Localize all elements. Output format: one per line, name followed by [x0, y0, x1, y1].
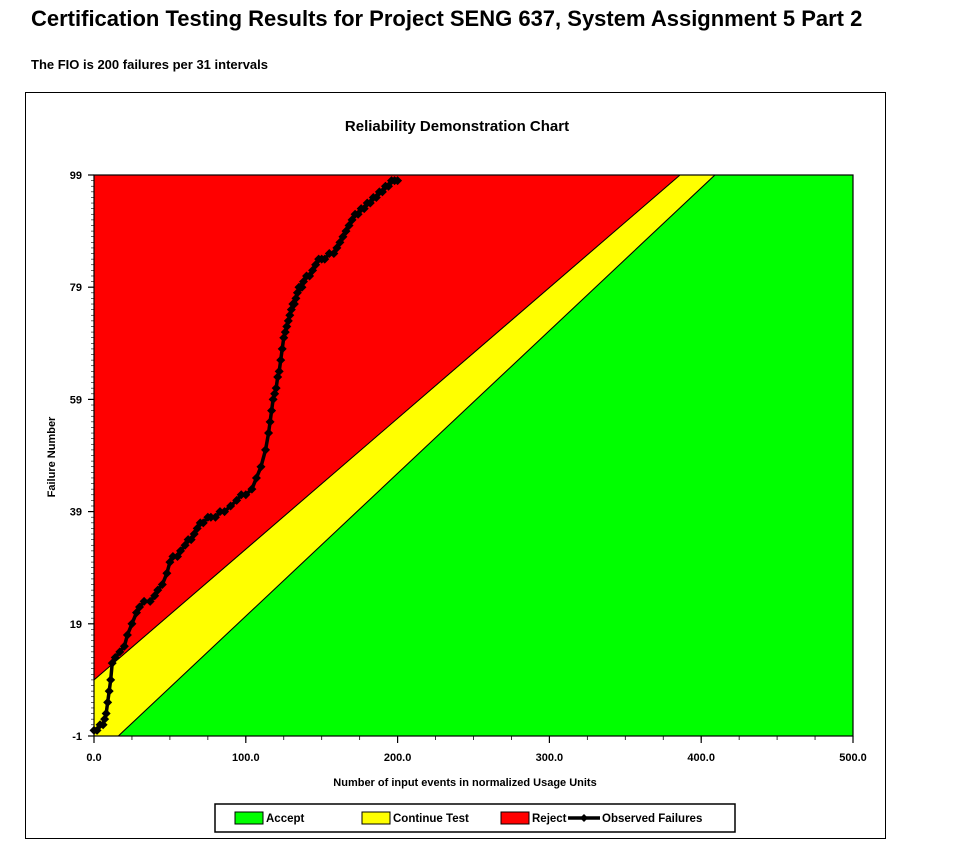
- page-title: Certification Testing Results for Projec…: [31, 6, 863, 31]
- y-tick-label: 39: [70, 507, 82, 519]
- observed-failure-point: [271, 383, 281, 393]
- legend-label: Accept: [266, 813, 305, 825]
- y-tick-label: 99: [70, 170, 82, 182]
- observed-failure-point: [264, 428, 274, 438]
- observed-failure-point: [157, 580, 167, 590]
- observed-failure-point: [226, 501, 236, 511]
- observed-failure-point: [176, 546, 186, 556]
- observed-failure-point: [198, 518, 208, 528]
- y-axis-label: Failure Number: [46, 416, 58, 497]
- legend-label: Continue Test: [393, 813, 469, 825]
- observed-failure-point: [256, 462, 266, 472]
- observed-failure-point: [153, 585, 163, 595]
- observed-failure-point: [274, 366, 284, 376]
- observed-failure-point: [145, 596, 155, 606]
- observed-failure-point: [135, 602, 145, 612]
- observed-failure-point: [265, 417, 275, 427]
- x-tick-label: 500.0: [839, 752, 867, 764]
- legend-swatch-accept: [234, 811, 264, 825]
- observed-failure-point: [267, 406, 277, 416]
- axes-layer: -1 19 39 59 79 99 0.0 100.0 200.0 300.0 400.0 500.0: [70, 170, 867, 764]
- observed-failure-point: [106, 675, 116, 685]
- observed-failure-point: [324, 249, 334, 259]
- observed-failure-point: [101, 709, 111, 719]
- y-tick-label: 19: [70, 619, 82, 631]
- legend-swatch-reject: [500, 811, 530, 825]
- x-tick-label: 200.0: [384, 752, 412, 764]
- legend-marker-icon: [580, 814, 588, 822]
- observed-failure-point: [393, 176, 403, 186]
- observed-failure-point: [115, 647, 125, 657]
- observed-failure-point: [276, 355, 286, 365]
- x-tick-label: 0.0: [86, 752, 101, 764]
- observed-failure-point: [110, 652, 120, 662]
- observed-failure-point: [162, 568, 172, 578]
- y-tick-label: 79: [70, 282, 82, 294]
- observed-failure-point: [103, 697, 113, 707]
- observed-failure-point: [320, 254, 330, 264]
- observed-failure-point: [127, 619, 137, 629]
- observed-failure-point: [251, 473, 261, 483]
- observed-failure-point: [215, 507, 225, 517]
- x-axis-label: Number of input events in normalized Usa…: [333, 777, 596, 789]
- observed-failure-point: [241, 490, 251, 500]
- observed-failure-point: [220, 507, 230, 517]
- observed-failure-point: [236, 490, 246, 500]
- observed-failure-point: [232, 495, 242, 505]
- legend-label: Reject: [532, 813, 567, 825]
- observed-failure-point: [210, 512, 220, 522]
- observed-failure-point: [122, 630, 132, 640]
- observed-failure-point: [168, 551, 178, 561]
- observed-failure-point: [247, 484, 257, 494]
- x-tick-label: 400.0: [687, 752, 715, 764]
- observed-failure-point: [119, 641, 129, 651]
- observed-failure-point: [139, 596, 149, 606]
- legend: Accept Continue Test Reject Observed Failur…: [214, 803, 736, 833]
- y-tick-label: 59: [70, 394, 82, 406]
- x-tick-label: 100.0: [232, 752, 260, 764]
- x-tick-label: 300.0: [536, 752, 564, 764]
- legend-box: [214, 803, 736, 833]
- observed-failure-point: [206, 512, 216, 522]
- regions-layer: [93, 174, 854, 737]
- series-layer: [89, 176, 403, 735]
- chart-title: Reliability Demonstration Chart: [345, 118, 569, 135]
- legend-swatch-continue-test: [361, 811, 391, 825]
- legend-label: Observed Failures: [602, 813, 702, 825]
- page-subtitle: The FIO is 200 failures per 31 intervals: [31, 57, 268, 72]
- y-tick-label: -1: [72, 731, 82, 743]
- observed-failure-point: [104, 686, 114, 696]
- observed-failure-point: [261, 445, 271, 455]
- observed-failure-point: [277, 344, 287, 354]
